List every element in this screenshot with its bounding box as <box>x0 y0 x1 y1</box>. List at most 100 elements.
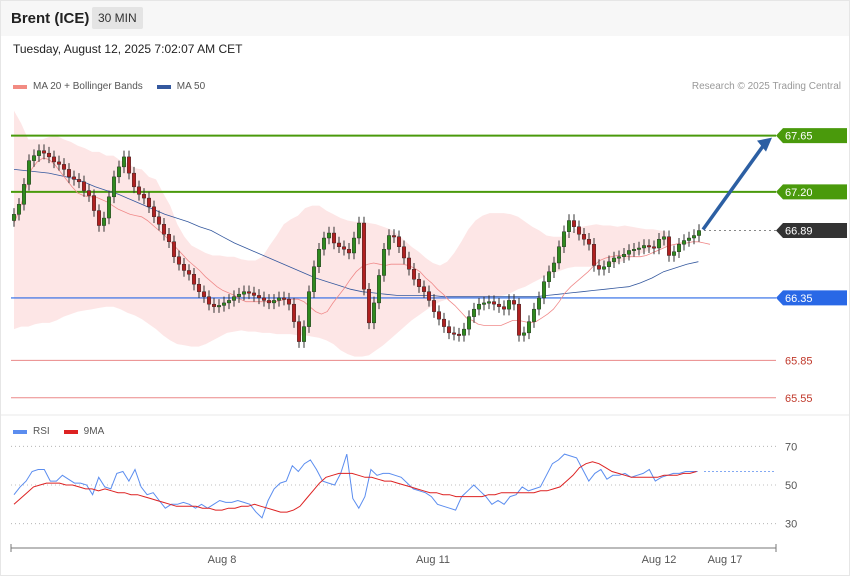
candle <box>692 235 697 239</box>
candle <box>662 236 667 240</box>
price-label-bg-0 <box>776 128 847 144</box>
candle <box>582 234 587 240</box>
candle <box>57 161 62 165</box>
candle <box>231 296 236 301</box>
candle <box>417 279 422 287</box>
candle <box>181 264 186 271</box>
candle <box>497 303 502 307</box>
candle <box>71 176 76 180</box>
candle <box>251 292 256 296</box>
candle <box>226 300 231 304</box>
candle <box>146 197 151 208</box>
candle <box>307 291 312 327</box>
candle <box>166 234 171 242</box>
candle <box>432 300 437 312</box>
candle <box>91 195 96 211</box>
rsi-line <box>13 453 698 519</box>
candle <box>287 298 292 305</box>
candle <box>597 265 602 270</box>
candle <box>562 231 567 247</box>
candle <box>567 220 572 232</box>
candle <box>62 164 67 170</box>
candle <box>682 240 687 245</box>
candle <box>642 245 647 249</box>
candle <box>47 152 52 158</box>
candle <box>482 302 487 305</box>
x-tick-label-1: Aug 11 <box>416 554 450 566</box>
price-label-bg-3 <box>776 290 847 306</box>
projection-arrow <box>701 143 766 231</box>
candle <box>267 300 272 304</box>
candle <box>141 194 146 199</box>
rsi-tick-2: 30 <box>785 519 797 531</box>
candle <box>437 311 442 320</box>
candle <box>322 237 327 250</box>
candle <box>186 270 191 275</box>
candle <box>687 237 692 241</box>
candle <box>191 274 196 285</box>
candle <box>477 303 482 310</box>
candle <box>542 281 547 299</box>
rsi-ma-swatch <box>63 429 78 434</box>
candle <box>86 190 91 196</box>
ma20-legend-label: MA 20 + Bollinger Bands <box>33 81 143 92</box>
candle <box>136 186 141 195</box>
candle <box>657 239 662 249</box>
price-legend: MA 20 + Bollinger Bands MA 50 <box>13 81 205 92</box>
candle <box>617 256 622 259</box>
candle <box>592 244 597 266</box>
candle <box>347 249 352 254</box>
candle <box>357 222 362 239</box>
candle <box>241 291 246 295</box>
price-label-1: 67.20 <box>785 187 813 199</box>
x-tick-label-2: Aug 12 <box>642 554 677 566</box>
rsi-ma-legend-label: 9MA <box>83 426 105 437</box>
candle <box>121 156 126 168</box>
candle <box>211 303 216 307</box>
candle <box>532 308 537 322</box>
candle <box>462 328 467 336</box>
candle <box>161 224 166 235</box>
arrow-head <box>757 137 772 152</box>
candle <box>367 288 372 324</box>
candle <box>672 251 677 256</box>
price-label-bg-1 <box>776 184 847 200</box>
rsi-legend-label: RSI <box>33 426 50 437</box>
candle <box>427 291 432 301</box>
candle <box>317 249 322 267</box>
candle <box>111 176 116 198</box>
candle <box>697 230 702 236</box>
candle <box>667 236 672 256</box>
candle <box>577 226 582 235</box>
candle <box>277 297 282 301</box>
candle <box>66 169 71 178</box>
candle <box>27 160 32 185</box>
credit-text: Research © 2025 Trading Central <box>691 81 841 92</box>
candle <box>131 172 136 188</box>
candle <box>81 181 86 191</box>
ma50-swatch <box>156 84 171 89</box>
candle <box>246 291 251 294</box>
candle <box>11 214 16 221</box>
rsi-tick-0: 70 <box>785 441 797 453</box>
candle <box>517 303 522 336</box>
candle <box>512 300 517 305</box>
rsi-swatch <box>13 429 27 434</box>
candle <box>402 246 407 259</box>
candle <box>292 303 297 322</box>
candle <box>612 257 617 262</box>
candle <box>547 271 552 282</box>
candle <box>382 249 387 276</box>
candle <box>627 250 632 255</box>
timeframe-badge[interactable]: 30 MIN <box>92 7 143 29</box>
candle <box>332 232 337 244</box>
candle <box>397 236 402 247</box>
candle <box>537 297 542 310</box>
candle <box>17 204 22 215</box>
bollinger-band <box>14 110 668 357</box>
candle <box>412 269 417 280</box>
candle <box>52 156 57 163</box>
candle <box>257 295 262 299</box>
candle <box>236 293 241 297</box>
